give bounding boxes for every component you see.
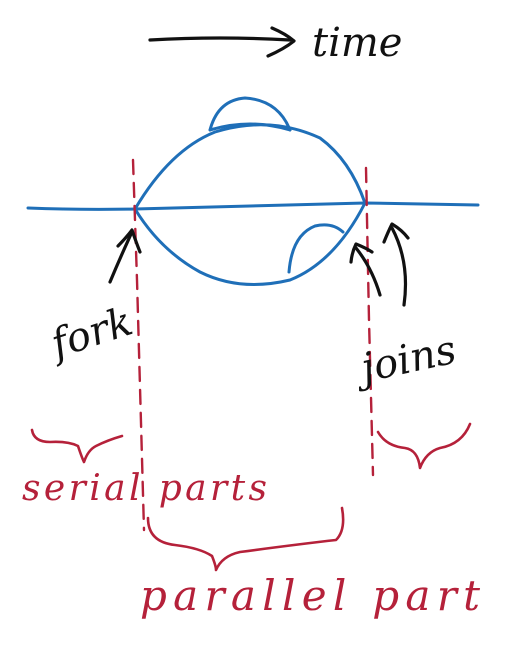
fork-arrow: [108, 228, 142, 284]
join-arrows: [349, 222, 410, 307]
joins-label: joins: [349, 327, 460, 394]
serial-parts-label: serial parts: [22, 468, 267, 509]
nested-bottom-arc: [287, 223, 345, 274]
fork-label: fork: [43, 299, 138, 369]
lower-branch: [133, 201, 367, 286]
parallel-part-label: parallel part: [140, 571, 480, 620]
main-thread-line: [26, 201, 480, 211]
upper-branch: [133, 123, 367, 211]
time-label: time: [312, 20, 402, 66]
right-serial-brace: [376, 422, 472, 470]
left-serial-brace: [30, 428, 124, 464]
fork-boundary-dashed-line: [131, 158, 146, 532]
parallel-part-brace: [146, 506, 345, 572]
nested-top-chord: [208, 122, 292, 132]
join-boundary-dashed-line: [364, 166, 375, 477]
nested-top-dome: [208, 96, 292, 132]
time-arrow: [148, 26, 296, 58]
